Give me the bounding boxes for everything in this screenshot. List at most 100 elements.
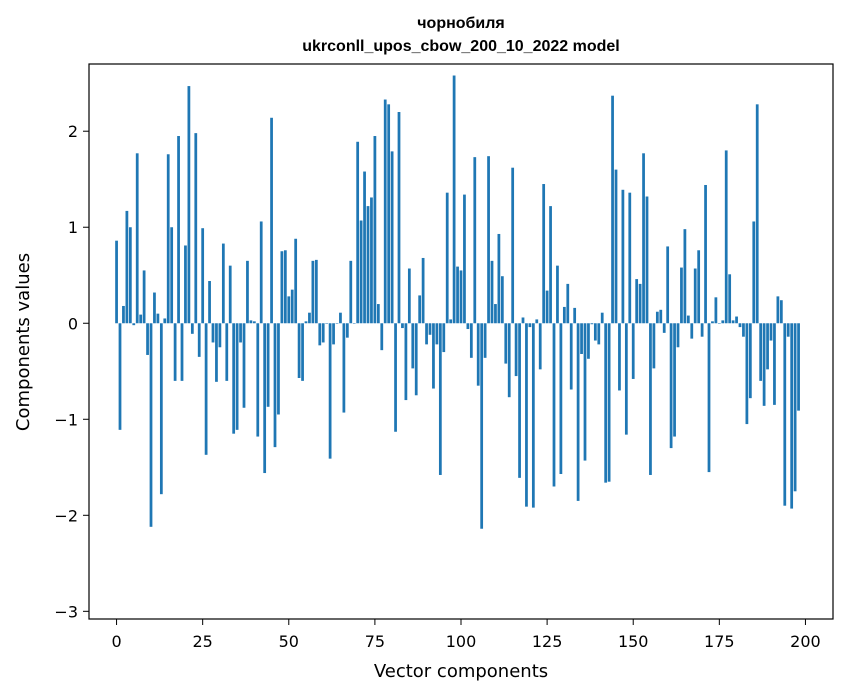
bar-60 [321,323,325,343]
bar-6 [135,153,139,324]
bar-134 [576,323,580,501]
bar-177 [724,150,728,324]
bar-83 [401,323,404,329]
bar-49 [283,250,287,324]
bar-78 [383,99,387,324]
bar-132 [569,323,573,390]
bar-67 [345,323,349,338]
bar-5 [132,323,136,326]
bar-104 [473,157,477,324]
bar-198 [797,323,800,411]
bar-191 [773,323,776,405]
bar-196 [790,323,794,509]
bar-14 [163,318,167,324]
bar-13 [159,323,163,495]
bar-119 [525,323,528,507]
bar-42 [259,221,263,324]
bar-174 [714,297,718,324]
bar-26 [204,323,208,455]
bar-136 [583,323,587,461]
bar-129 [559,323,563,475]
y-tick-label: −3 [54,602,78,621]
bar-141 [600,312,604,324]
bar-124 [542,184,546,324]
bar-28 [211,323,215,343]
bar-186 [755,104,759,324]
y-axis-label: Components values [13,253,34,431]
bar-27 [208,281,211,324]
bar-65 [339,312,342,324]
bar-15 [166,154,170,324]
bar-109 [490,260,494,324]
bar-111 [497,233,501,324]
bar-137 [587,323,590,359]
bar-45 [270,117,273,324]
bar-149 [628,192,632,324]
bar-51 [290,289,294,324]
bar-175 [717,323,721,324]
bar-1 [118,323,122,430]
bar-30 [218,323,222,348]
bar-168 [693,268,697,324]
bar-176 [721,320,725,324]
bar-172 [707,323,711,473]
bar-107 [483,323,487,358]
bar-110 [494,304,497,324]
x-tick-label: 100 [446,632,477,651]
bar-117 [518,323,521,478]
bar-9 [146,323,149,355]
bar-80 [390,151,394,324]
y-tick-label: 0 [68,314,78,333]
bar-169 [697,250,701,324]
x-tick-label: 200 [790,632,821,651]
y-tick-label: 1 [68,218,78,237]
bar-58 [314,259,318,324]
bar-21 [187,86,191,324]
bar-29 [215,323,218,382]
bar-77 [380,323,384,351]
bar-68 [349,260,353,324]
bar-160 [666,246,670,324]
bar-103 [469,323,473,358]
bar-57 [311,260,315,324]
bar-41 [256,323,260,437]
bar-87 [414,323,418,396]
bar-133 [573,307,577,324]
bar-127 [552,323,556,487]
bar-32 [225,323,229,381]
bar-75 [373,136,377,324]
bar-183 [745,323,749,425]
bar-187 [759,323,763,381]
bar-165 [683,229,687,324]
bar-102 [466,323,470,330]
bar-156 [652,323,656,369]
bar-180 [735,316,738,324]
bar-159 [662,323,666,333]
bar-142 [604,323,608,483]
bar-120 [528,323,532,328]
bar-7 [139,314,143,324]
bar-24 [197,323,201,357]
bar-106 [480,323,484,529]
bar-34 [232,323,236,434]
bar-121 [531,323,535,508]
bar-118 [521,317,525,324]
bar-112 [500,276,504,324]
bar-157 [655,311,659,324]
bar-44 [266,323,270,407]
bar-195 [786,323,790,337]
bar-72 [363,171,366,324]
bar-95 [442,323,446,353]
y-axis-ticks: −3 −2 −1 0 1 2 [54,122,89,621]
bar-188 [762,323,766,406]
bar-138 [590,323,594,325]
bar-43 [263,323,267,474]
bar-23 [194,133,198,324]
bar-33 [228,265,232,324]
bar-123 [538,323,542,370]
x-tick-label: 50 [279,632,299,651]
bar-59 [318,323,322,346]
bar-94 [438,323,442,475]
bar-98 [452,75,456,324]
